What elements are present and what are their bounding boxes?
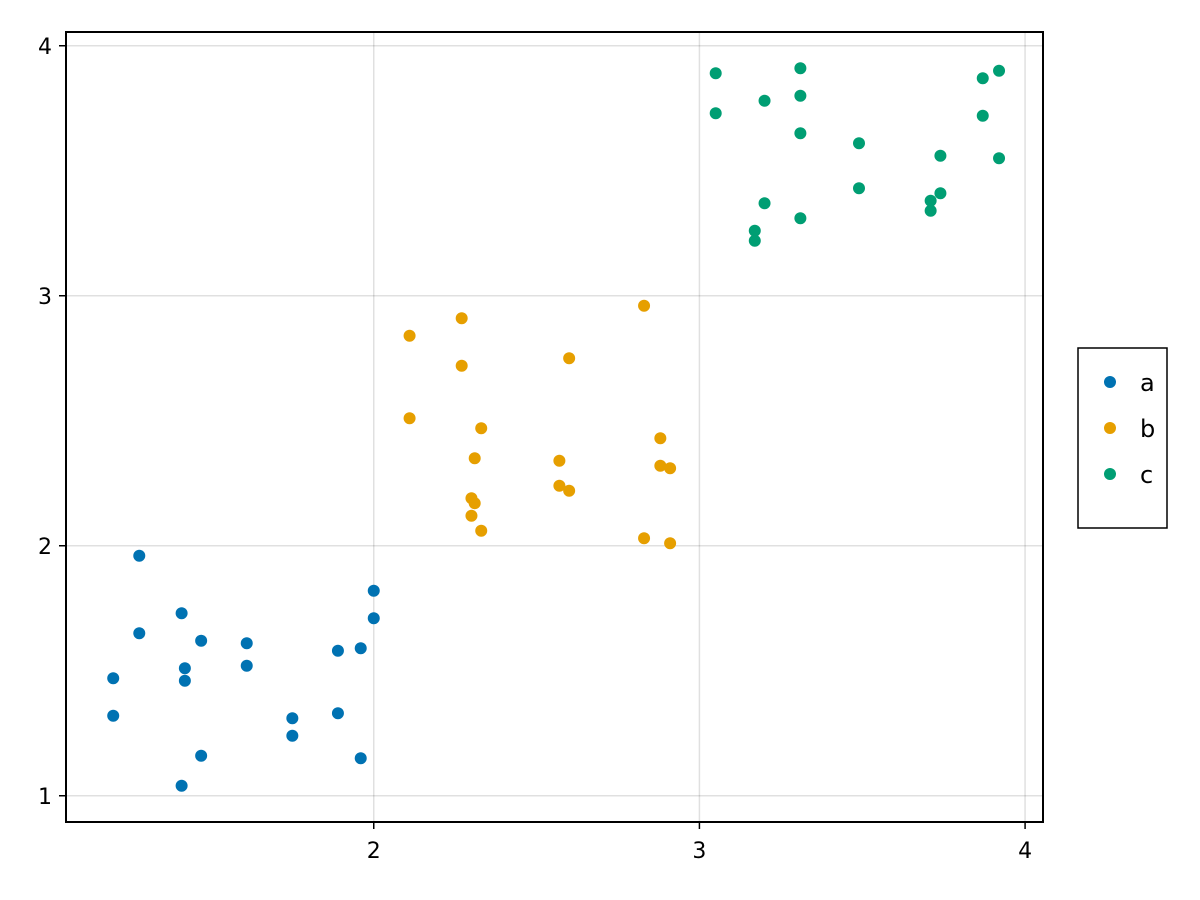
data-point-b (664, 462, 677, 475)
y-tick-label: 4 (38, 35, 52, 60)
x-tick-label: 2 (367, 839, 381, 864)
data-point-c (748, 224, 761, 237)
data-point-c (852, 137, 865, 150)
data-point-b (475, 422, 488, 435)
data-point-c (794, 127, 807, 140)
data-point-b (468, 497, 481, 510)
data-point-b (403, 329, 416, 342)
legend-label-a: a (1140, 369, 1155, 397)
data-point-a (367, 584, 380, 597)
data-point-a (331, 644, 344, 657)
x-tick-label: 4 (1018, 839, 1032, 864)
data-point-a (107, 672, 120, 685)
data-point-a (286, 729, 299, 742)
data-point-b (654, 459, 667, 472)
data-point-c (924, 194, 937, 207)
data-point-c (709, 67, 722, 80)
legend-marker-b (1104, 422, 1116, 434)
data-point-c (758, 94, 771, 107)
data-point-b (455, 359, 468, 372)
data-point-a (195, 749, 208, 762)
legend-marker-c (1104, 468, 1116, 480)
data-point-a (286, 712, 299, 725)
legend-marker-a (1104, 376, 1116, 388)
data-point-c (709, 107, 722, 120)
data-point-b (638, 532, 651, 545)
legend-label-b: b (1140, 415, 1155, 443)
data-point-a (178, 662, 191, 675)
legend-label-c: c (1140, 461, 1153, 489)
y-tick-label: 3 (38, 285, 52, 310)
data-point-b (465, 509, 478, 522)
data-point-a (195, 634, 208, 647)
x-tick-label: 3 (692, 839, 706, 864)
data-point-a (178, 674, 191, 687)
data-point-c (993, 152, 1006, 165)
data-point-b (563, 484, 576, 497)
data-point-c (794, 89, 807, 102)
legend-box (1077, 347, 1168, 529)
data-point-a (354, 752, 367, 765)
data-point-a (354, 642, 367, 655)
data-point-a (175, 607, 188, 620)
data-point-a (331, 707, 344, 720)
data-point-a (367, 612, 380, 625)
plot-frame (65, 31, 1044, 823)
data-point-b (553, 454, 566, 467)
data-point-b (638, 299, 651, 312)
data-point-c (758, 197, 771, 210)
data-point-b (563, 352, 576, 365)
data-point-b (455, 312, 468, 325)
data-point-b (475, 524, 488, 537)
data-point-b (664, 537, 677, 550)
data-point-c (794, 212, 807, 225)
axis-ticks: 2 3 4 1 2 3 4 (38, 35, 1032, 864)
data-point-c (852, 182, 865, 195)
y-tick-label: 2 (38, 535, 52, 560)
data-point-b (468, 452, 481, 465)
data-point-c (993, 64, 1006, 77)
data-point-b (553, 479, 566, 492)
data-point-b (654, 432, 667, 445)
data-point-a (240, 637, 253, 650)
data-point-a (133, 549, 146, 562)
data-point-c (794, 62, 807, 75)
data-point-b (403, 412, 416, 425)
data-point-c (934, 149, 947, 162)
y-tick-label: 1 (38, 785, 52, 810)
data-point-c (924, 204, 937, 217)
data-point-a (107, 709, 120, 722)
data-point-a (175, 779, 188, 792)
data-point-c (976, 109, 989, 122)
data-point-c (934, 187, 947, 200)
legend: abc (1077, 347, 1168, 529)
grid-lines (66, 32, 1043, 822)
data-point-c (976, 72, 989, 85)
data-points (107, 62, 1006, 792)
data-point-a (240, 659, 253, 672)
data-point-c (748, 234, 761, 247)
data-point-a (133, 627, 146, 640)
